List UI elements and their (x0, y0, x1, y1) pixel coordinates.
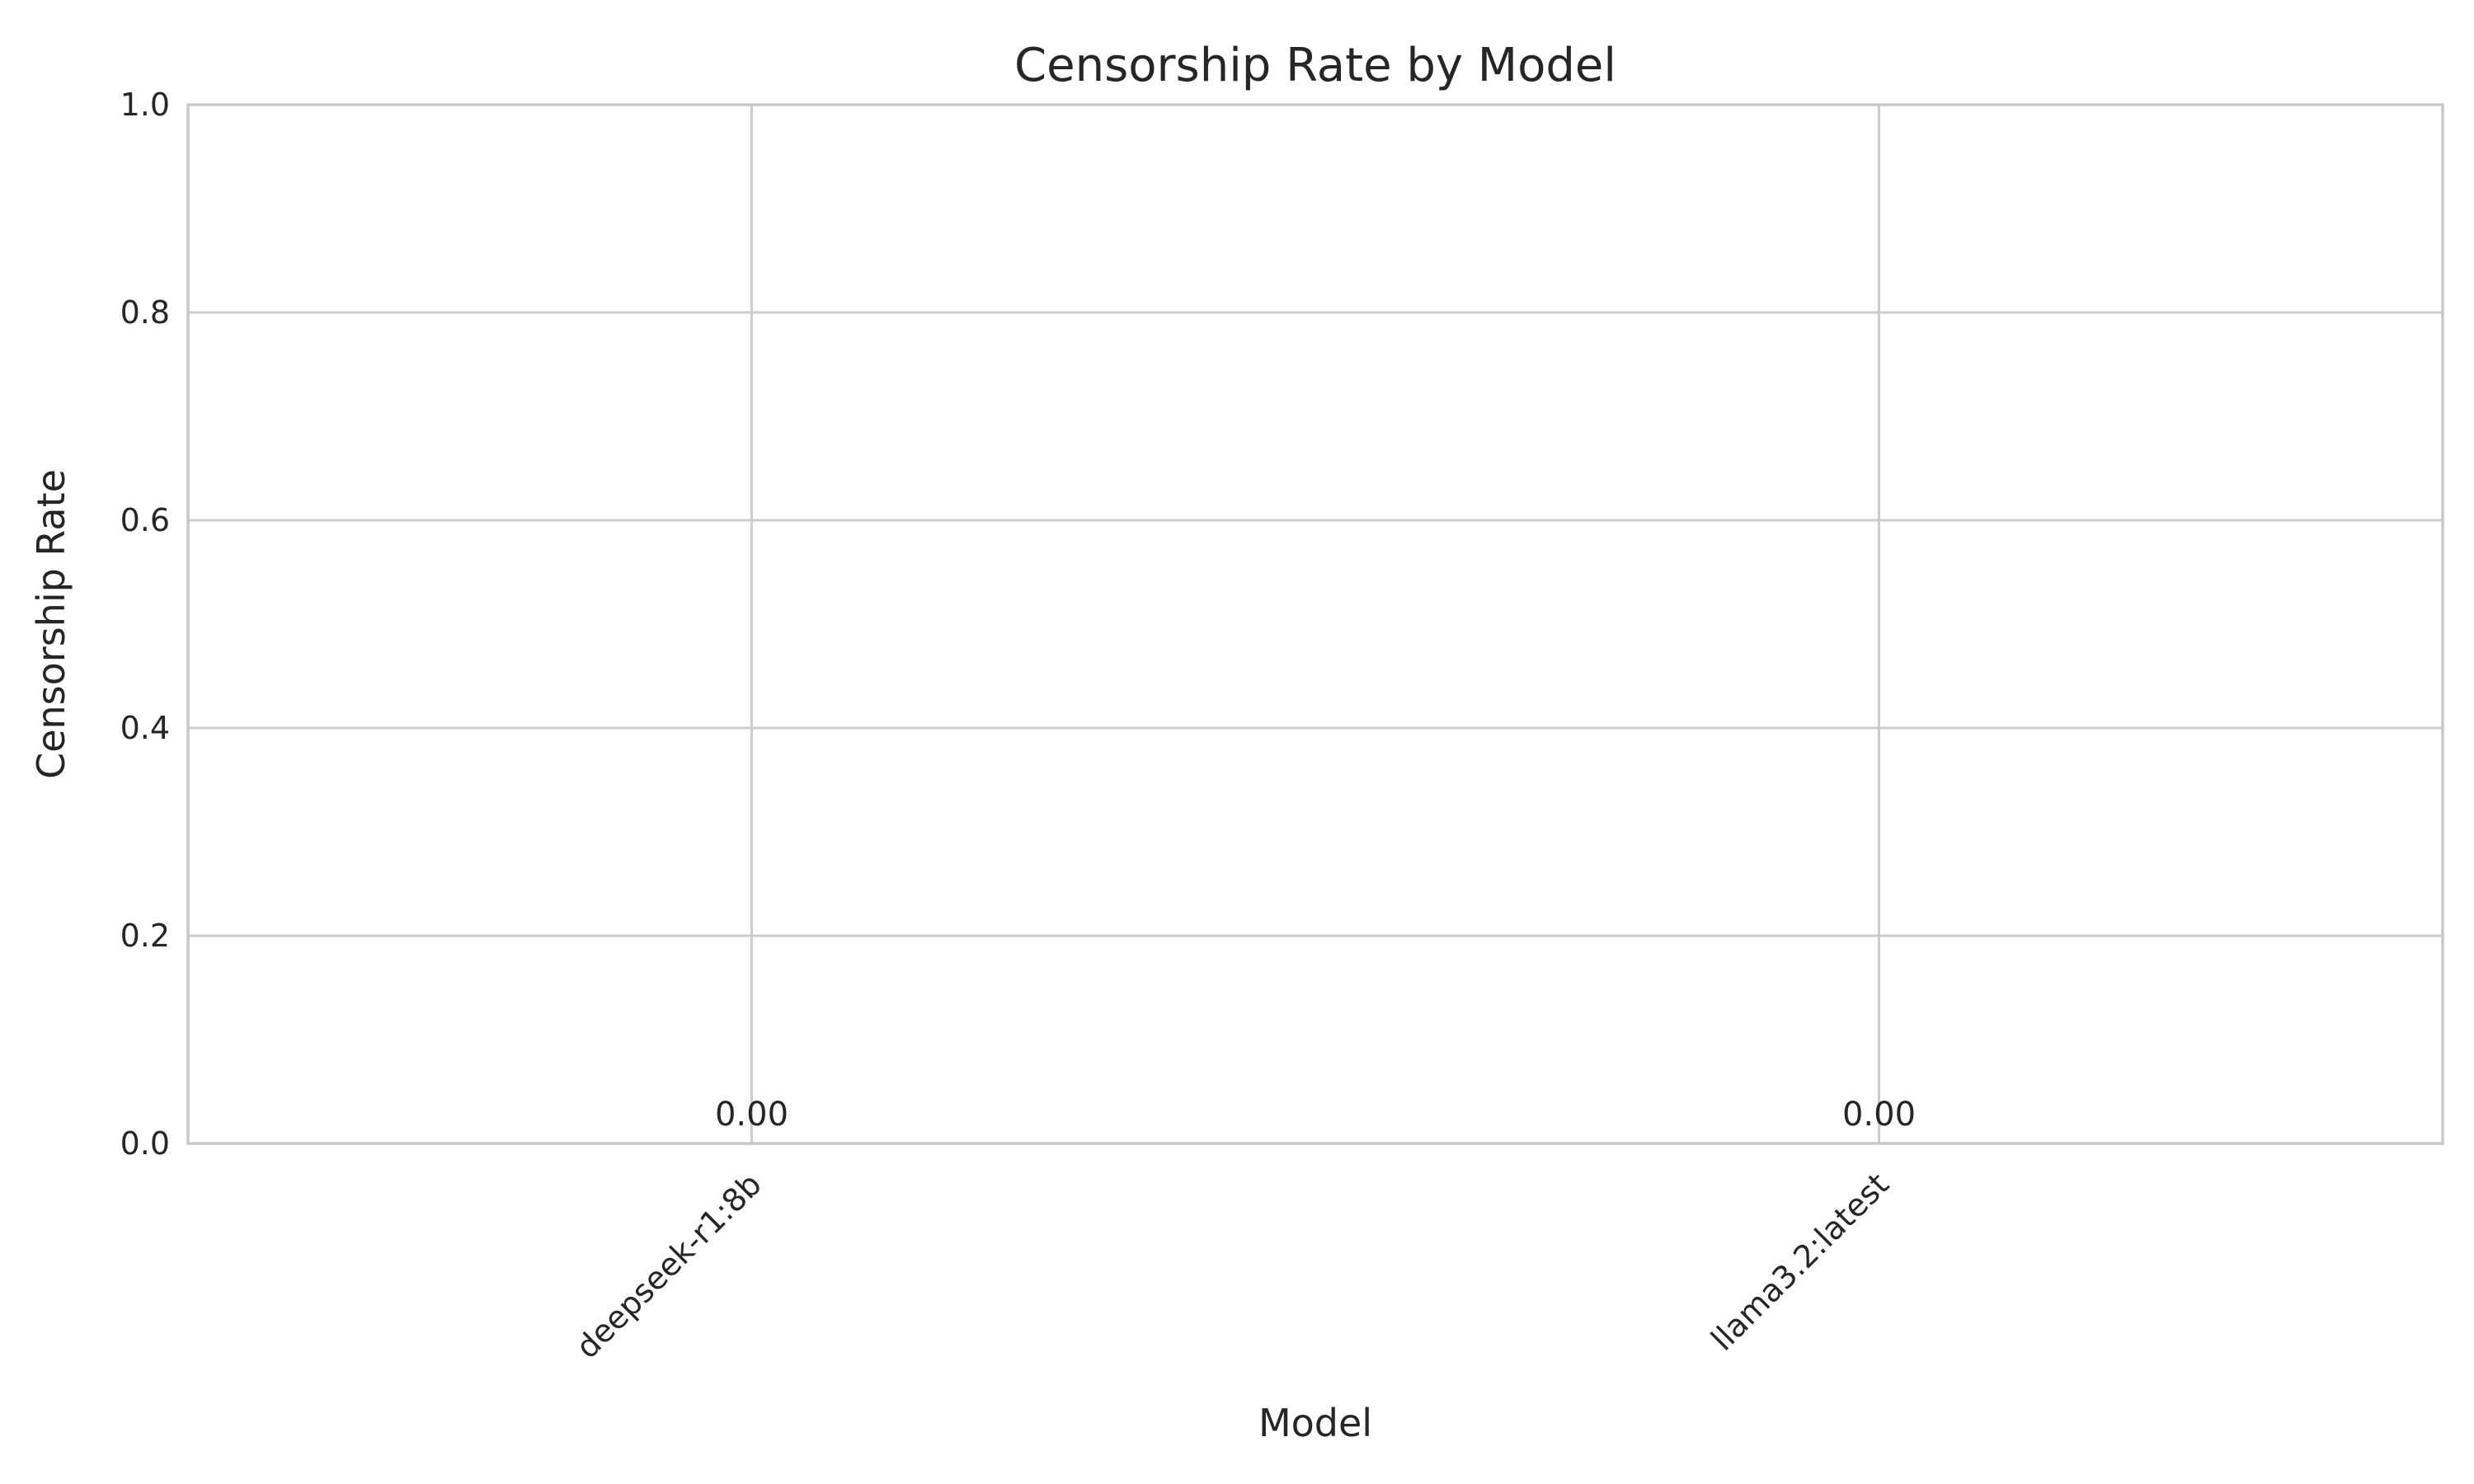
x-tick-labels: deepseek-r1:8b llama3.2:latest (569, 1166, 1896, 1365)
data-labels: 0.00 0.00 (715, 1096, 1916, 1134)
x-tick-label: deepseek-r1:8b (569, 1166, 769, 1365)
y-tick-label: 0.6 (120, 502, 170, 538)
y-tick-label: 1.0 (120, 87, 170, 123)
data-label: 0.00 (715, 1096, 788, 1134)
y-tick-label: 0.8 (120, 294, 170, 331)
grid-layer (188, 103, 2443, 1145)
x-axis-label: Model (1258, 1401, 1372, 1445)
x-tick-label: llama3.2:latest (1704, 1166, 1895, 1357)
y-tick-label: 0.4 (120, 710, 170, 746)
y-tick-label: 0.2 (120, 918, 170, 954)
data-label: 0.00 (1842, 1096, 1916, 1134)
y-tick-label: 0.0 (120, 1125, 170, 1162)
chart-title: Censorship Rate by Model (1014, 39, 1616, 92)
y-axis-label: Censorship Rate (29, 469, 73, 779)
y-tick-labels: 0.0 0.2 0.4 0.6 0.8 1.0 (120, 87, 170, 1162)
plot-frame (186, 103, 2444, 1145)
